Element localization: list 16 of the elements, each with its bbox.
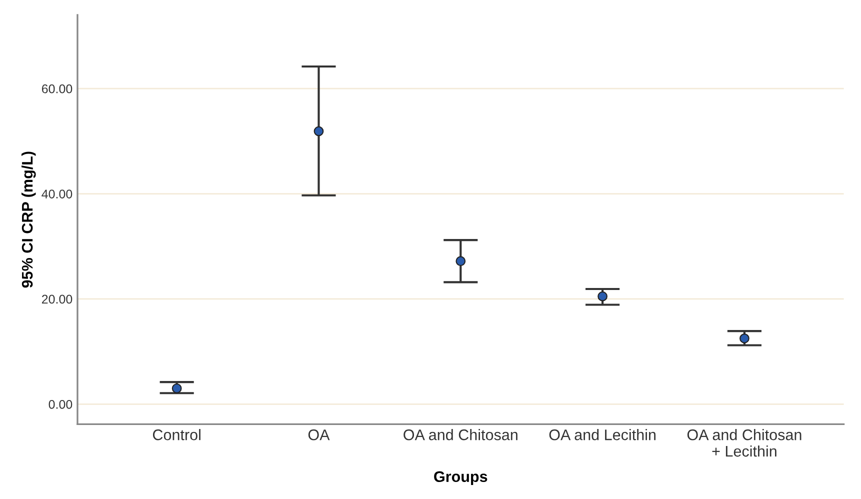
y-tick-label: 0.00	[48, 400, 72, 409]
x-tick-label: OA	[308, 429, 330, 440]
x-tick-label: OA and Lecithin	[549, 429, 656, 440]
point	[598, 291, 608, 302]
point	[456, 256, 466, 266]
x-axis-title: Groups	[434, 471, 488, 486]
point	[172, 383, 182, 394]
y-tick-label: 20.00	[42, 294, 72, 304]
y-axis-title: 95% CI CRP (mg/L)	[21, 152, 36, 288]
point	[314, 126, 324, 136]
y-tick-label: 60.00	[42, 84, 72, 94]
y-tick-label: 40.00	[42, 190, 72, 198]
point	[740, 333, 750, 344]
x-tick-label: OA and Chitosan	[404, 429, 518, 440]
x-tick-label: OA and Chitosan + Lecithin	[687, 429, 802, 457]
x-tick-label: Control	[152, 429, 200, 440]
